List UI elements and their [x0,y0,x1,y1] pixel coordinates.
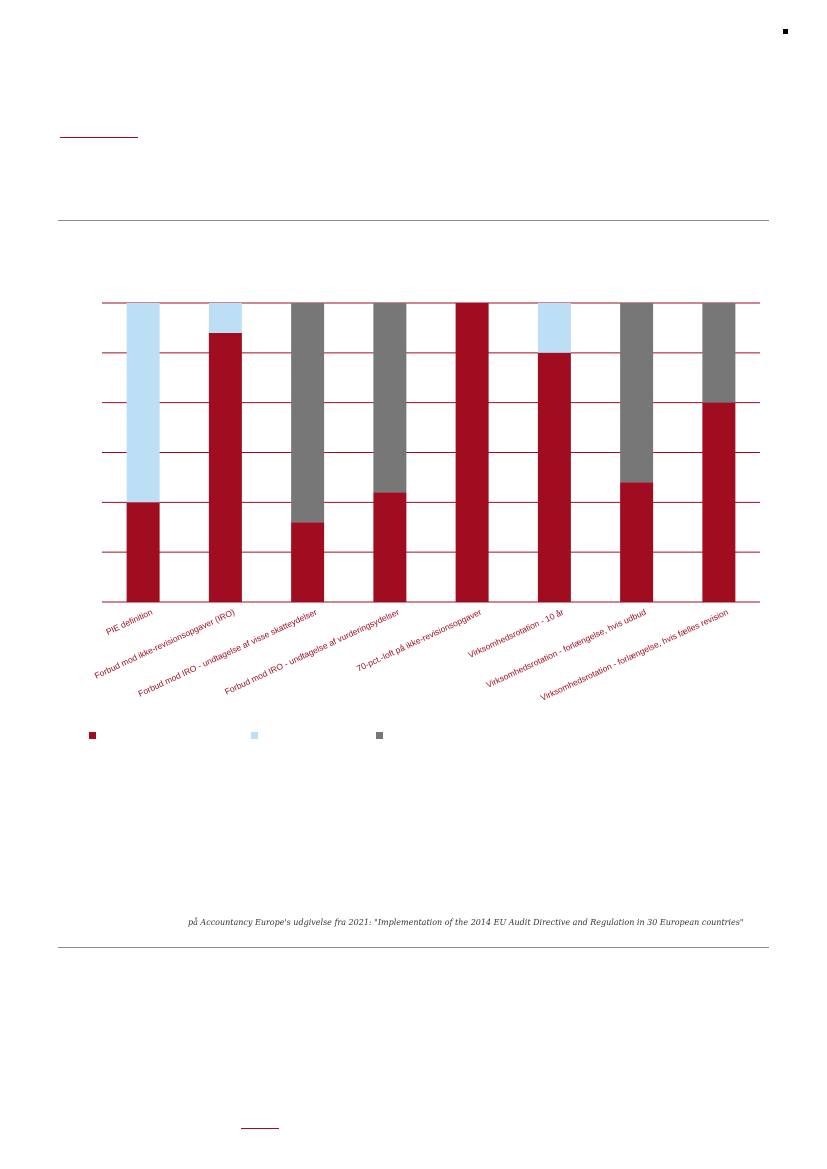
legend-swatch-series-2 [251,732,258,739]
x-tick-label-7: Virksomhedsrotation - forlængelse, hvis … [485,607,648,690]
bar-4-series-1 [373,492,407,602]
bar-1-series-2 [126,303,160,503]
accent-line-top [60,137,138,138]
x-tick-label-4: Forbud mod IRO - undtagelse af vurdering… [223,607,401,697]
divider-top [58,220,769,221]
x-tick-label-2: Forbud mod ikke-revisionsopgaver (IRO) [93,607,237,681]
bar-8-series-3 [702,303,736,403]
legend-swatch-series-1 [89,732,96,739]
bar-7-series-3 [620,303,654,483]
legend-swatch-series-3 [376,732,383,739]
bar-3-series-1 [291,522,325,602]
bar-1-series-1 [126,502,160,602]
divider-bottom [58,947,769,948]
bar-6-series-2 [537,303,571,353]
bar-4-series-3 [373,303,407,493]
bar-6-series-1 [537,352,571,602]
bar-5-series-1 [455,303,489,602]
bar-3-series-3 [291,303,325,523]
bar-7-series-1 [620,482,654,602]
bar-2-series-1 [208,332,242,602]
corner-mark [783,29,788,34]
accent-line-bottom [241,1128,279,1129]
bar-8-series-1 [702,402,736,602]
x-tick-label-1: PIE definition [104,607,154,637]
source-note: på Accountancy Europe's udgivelse fra 20… [188,918,744,927]
bar-2-series-2 [208,303,242,333]
